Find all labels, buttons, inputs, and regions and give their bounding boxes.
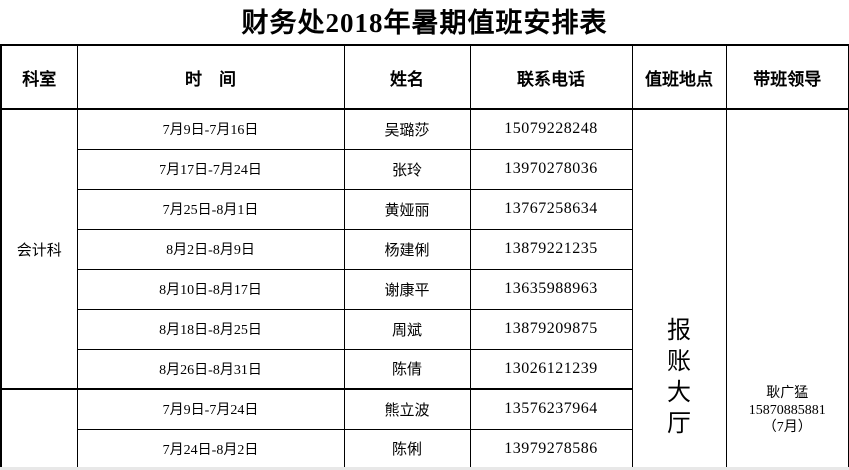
name-cell: 陈倩 xyxy=(343,348,471,390)
header-phone: 联系电话 xyxy=(469,44,633,110)
department-cell-second xyxy=(0,388,78,470)
time-cell: 8月26日-8月31日 xyxy=(76,348,345,390)
phone-cell: 13970278036 xyxy=(469,148,633,190)
leader-period: （7月） xyxy=(762,420,812,435)
header-name: 姓名 xyxy=(343,44,471,110)
phone-cell: 13576237964 xyxy=(469,388,633,430)
time-cell: 7月9日-7月24日 xyxy=(76,388,345,430)
duty-leader-box: 耿广猛 15870885881 （7月） xyxy=(727,385,848,436)
name-cell: 杨建俐 xyxy=(343,228,471,270)
phone-cell: 13026121239 xyxy=(469,348,633,390)
duty-location-text: 报账大厅 xyxy=(667,318,691,437)
table-row: 8月26日-8月31日 陈倩 13026121239 xyxy=(1,348,849,390)
header-leader: 带班领导 xyxy=(725,44,849,110)
time-cell: 7月25日-8月1日 xyxy=(76,188,345,230)
name-cell: 陈俐 xyxy=(343,428,471,470)
phone-cell: 13979278586 xyxy=(469,428,633,470)
header-department: 科室 xyxy=(0,44,78,110)
time-cell: 8月18日-8月25日 xyxy=(76,308,345,350)
time-cell: 7月17日-7月24日 xyxy=(76,148,345,190)
name-cell: 吴璐莎 xyxy=(343,108,471,150)
department-cell-accounting: 会计科 xyxy=(0,108,78,390)
page-title: 财务处2018年暑期值班安排表 xyxy=(241,8,608,38)
leader-name: 耿广猛 xyxy=(766,386,809,401)
name-cell: 张玲 xyxy=(343,148,471,190)
time-cell: 7月24日-8月2日 xyxy=(76,428,345,470)
duty-location-cell: 报账大厅 xyxy=(631,108,727,470)
time-cell: 8月2日-8月9日 xyxy=(76,228,345,270)
duty-leader-cell: 耿广猛 15870885881 （7月） xyxy=(725,108,849,470)
phone-cell: 13879209875 xyxy=(469,308,633,350)
leader-phone: 15870885881 xyxy=(748,403,826,418)
bottom-edge xyxy=(0,467,849,470)
phone-cell: 13635988963 xyxy=(469,268,633,310)
duty-schedule-table: 科室 时 间 姓名 联系电话 值班地点 带班领导 会计科 7月9日-7月16日 … xyxy=(0,44,849,470)
table-row: 7月24日-8月2日 陈俐 13979278586 xyxy=(1,428,849,470)
header-time: 时 间 xyxy=(76,44,345,110)
name-cell: 熊立波 xyxy=(343,388,471,430)
table-header-row: 科室 时 间 姓名 联系电话 值班地点 带班领导 xyxy=(0,44,849,110)
phone-cell: 13767258634 xyxy=(469,188,633,230)
time-cell: 8月10日-8月17日 xyxy=(76,268,345,310)
table-row: 7月17日-7月24日 张玲 13970278036 xyxy=(1,148,849,190)
table-row: 7月25日-8月1日 黄娅丽 13767258634 xyxy=(1,188,849,230)
name-cell: 谢康平 xyxy=(343,268,471,310)
phone-cell: 13879221235 xyxy=(469,228,633,270)
table-row: 会计科 7月9日-7月16日 吴璐莎 15079228248 报账大厅 耿广猛 … xyxy=(0,108,849,470)
table-row: 8月2日-8月9日 杨建俐 13879221235 xyxy=(1,228,849,270)
time-cell: 7月9日-7月16日 xyxy=(76,108,345,150)
table-row: 8月10日-8月17日 谢康平 13635988963 xyxy=(1,268,849,310)
phone-cell: 15079228248 xyxy=(469,108,633,150)
header-location: 值班地点 xyxy=(631,44,727,110)
name-cell: 黄娅丽 xyxy=(343,188,471,230)
table-row: 8月18日-8月25日 周斌 13879209875 xyxy=(1,308,849,350)
name-cell: 周斌 xyxy=(343,308,471,350)
